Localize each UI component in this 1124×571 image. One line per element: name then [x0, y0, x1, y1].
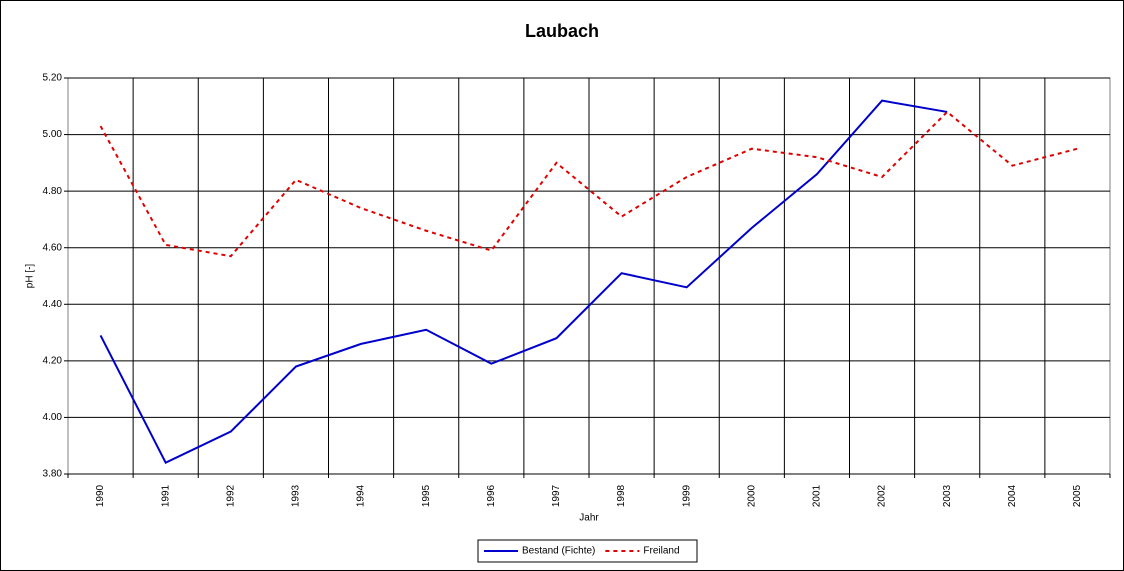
x-axis-label: Jahr — [579, 513, 599, 524]
x-tick-label: 2000 — [746, 484, 757, 507]
x-tick-label: 1990 — [95, 484, 106, 507]
y-tick-label: 4.00 — [43, 412, 63, 423]
x-tick-label: 1991 — [160, 484, 171, 507]
x-tick-label: 1999 — [681, 484, 692, 507]
y-tick-label: 5.20 — [43, 73, 63, 84]
x-tick-label: 1997 — [551, 484, 562, 507]
legend-box — [477, 539, 698, 563]
x-tick-label: 1994 — [356, 484, 367, 507]
x-tick-label: 2001 — [812, 484, 823, 507]
x-tick-label: 1993 — [291, 484, 302, 507]
x-tick-label: 2003 — [942, 484, 953, 507]
data-line — [99, 110, 1078, 258]
legend-label: Bestand (Fichte) — [522, 546, 595, 557]
y-tick-label: 4.20 — [43, 355, 63, 366]
x-tick-label: 2002 — [877, 484, 888, 507]
legend-label: Freiland — [643, 546, 679, 557]
y-tick-label: 4.60 — [43, 242, 63, 253]
data-line — [99, 99, 948, 465]
x-tick-label: 1998 — [616, 484, 627, 507]
y-axis-label: pH [-] — [25, 264, 36, 289]
y-tick-label: 4.80 — [43, 186, 63, 197]
x-tick-label: 1992 — [225, 484, 236, 507]
x-tick-label: 1995 — [421, 484, 432, 507]
chart-title: Laubach — [525, 21, 599, 41]
x-tick-label: 1996 — [486, 484, 497, 507]
y-tick-label: 3.80 — [43, 469, 63, 480]
y-tick-label: 5.00 — [43, 129, 63, 140]
y-tick-label: 4.40 — [43, 299, 63, 310]
x-tick-label: 2005 — [1072, 484, 1083, 507]
x-tick-label: 2004 — [1007, 484, 1018, 507]
